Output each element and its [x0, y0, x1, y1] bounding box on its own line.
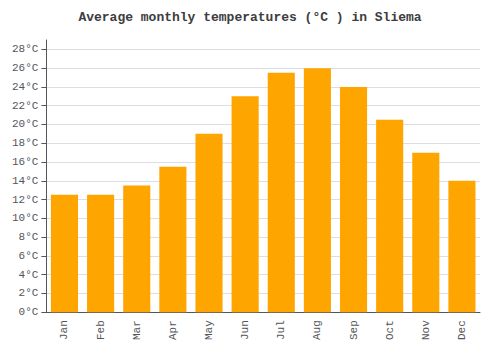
svg-text:Apr: Apr: [167, 320, 179, 340]
svg-text:28°C: 28°C: [12, 43, 39, 55]
svg-text:20°C: 20°C: [12, 118, 39, 130]
svg-text:22°C: 22°C: [12, 100, 39, 112]
svg-text:16°C: 16°C: [12, 156, 39, 168]
svg-text:0°C: 0°C: [19, 306, 39, 318]
svg-text:Aug: Aug: [311, 320, 323, 340]
svg-text:Jun: Jun: [239, 320, 251, 340]
svg-text:Feb: Feb: [95, 320, 107, 340]
svg-text:2°C: 2°C: [19, 287, 39, 299]
svg-text:14°C: 14°C: [12, 175, 39, 187]
svg-text:18°C: 18°C: [12, 137, 39, 149]
svg-text:Dec: Dec: [456, 320, 468, 340]
svg-text:10°C: 10°C: [12, 212, 39, 224]
svg-text:Nov: Nov: [420, 320, 432, 340]
svg-text:6°C: 6°C: [19, 250, 39, 262]
svg-text:Jan: Jan: [58, 320, 70, 340]
svg-text:Average monthly temperatures (: Average monthly temperatures (°C ) in Sl…: [78, 10, 421, 25]
svg-text:8°C: 8°C: [19, 231, 39, 243]
svg-text:24°C: 24°C: [12, 81, 39, 93]
svg-text:Mar: Mar: [131, 320, 143, 340]
svg-text:Oct: Oct: [384, 320, 396, 340]
svg-text:4°C: 4°C: [19, 269, 39, 281]
svg-text:Sep: Sep: [348, 320, 360, 340]
svg-text:12°C: 12°C: [12, 194, 39, 206]
svg-text:Jul: Jul: [275, 320, 287, 340]
svg-text:May: May: [203, 320, 215, 340]
svg-text:26°C: 26°C: [12, 62, 39, 74]
